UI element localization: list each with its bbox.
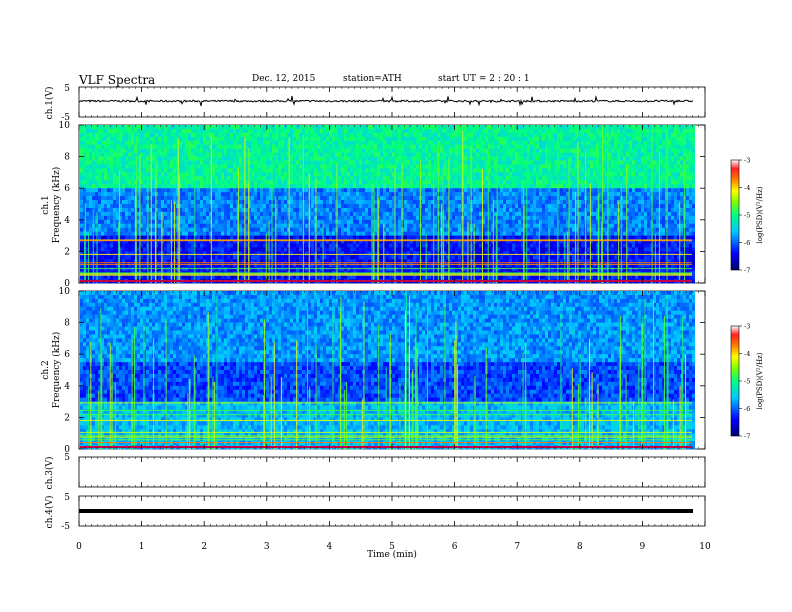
colorbar-tick-label: -6 — [744, 239, 750, 247]
colorbar-tick-label: -3 — [744, 323, 750, 331]
x-tick-label: 1 — [139, 542, 145, 552]
colorbar-tick-label: -6 — [744, 405, 750, 413]
colorbar-ch2: -3 -4 -5 -6 -7 log(PSD)(V²/Hz) — [730, 323, 764, 441]
x-axis-label: Time (min) — [367, 549, 417, 560]
freq-tick-label: 8 — [64, 153, 70, 163]
station-label: station=ATH — [343, 74, 402, 84]
x-tick-label: 7 — [514, 542, 520, 552]
x-tick-label: 2 — [201, 542, 207, 552]
colorbar-tick-label: -4 — [744, 350, 750, 358]
x-tick-label: 3 — [264, 542, 270, 552]
ch3-ylabel: ch.3(V) — [44, 457, 55, 490]
freq-tick-label: 2 — [64, 247, 70, 257]
colorbar-tick-label: -5 — [744, 378, 750, 386]
freq-tick-label: 4 — [64, 382, 70, 392]
ch2-spec-ylabel-freq: Frequency (kHz) — [51, 332, 62, 409]
freq-tick-label: 0 — [64, 445, 70, 455]
chart-title: VLF Spectra — [79, 73, 156, 87]
colorbar-tick-label: -3 — [744, 157, 750, 165]
freq-tick-label: 8 — [64, 319, 70, 329]
colorbar-ch1: -3 -4 -5 -6 -7 log(PSD)(V²/Hz) — [730, 157, 764, 275]
x-tick-label: 10 — [699, 542, 711, 552]
colorbar-tick-label: -7 — [744, 433, 750, 441]
ch3-ytick-top: 5 — [64, 453, 70, 463]
freq-tick-label: 2 — [64, 413, 70, 423]
ch1-spec-ylabel-ch: ch.1 — [41, 195, 51, 214]
colorbar-tick-label: -4 — [744, 184, 750, 192]
panel-ch1-spec — [78, 124, 706, 284]
ch1-spec-ylabel-freq: Frequency (kHz) — [51, 167, 62, 244]
freq-tick-label: 10 — [59, 287, 71, 297]
x-tick-label: 9 — [640, 542, 646, 552]
ch1-ytick-top: 5 — [64, 84, 70, 94]
freq-tick-label: 10 — [59, 121, 71, 131]
panel-ch2-spec — [78, 290, 706, 450]
x-tick-label: 0 — [76, 542, 82, 552]
colorbar-tick-label: -7 — [744, 267, 750, 275]
ch1-ylabel: ch.1(V) — [44, 87, 55, 120]
ch2-spec-ylabel-ch: ch.2 — [41, 360, 51, 379]
x-tick-label: 4 — [327, 542, 333, 552]
x-tick-label: 5 — [389, 542, 395, 552]
freq-tick-label: 6 — [64, 350, 70, 360]
freq-tick-label: 4 — [64, 216, 70, 226]
date-label: Dec. 12, 2015 — [252, 74, 316, 84]
ch4-ytick-top: 5 — [64, 493, 70, 503]
ch4-ytick-bottom: -5 — [61, 522, 70, 532]
ch1-ytick-bottom: -5 — [61, 113, 70, 123]
ch4-waveform — [79, 509, 693, 513]
start-time-label: start UT = 2 : 20 : 1 — [438, 74, 530, 84]
ch4-ylabel: ch.4(V) — [44, 496, 55, 529]
x-tick-label: 6 — [452, 542, 458, 552]
x-tick-label: 8 — [577, 542, 583, 552]
ch1-waveform — [78, 95, 694, 107]
freq-tick-label: 0 — [64, 279, 70, 289]
freq-tick-label: 6 — [64, 184, 70, 194]
colorbar-tick-label: -5 — [744, 212, 750, 220]
colorbar-ch1-label: log(PSD)(V²/Hz) — [756, 186, 764, 243]
colorbar-ch2-label: log(PSD)(V²/Hz) — [756, 352, 764, 409]
